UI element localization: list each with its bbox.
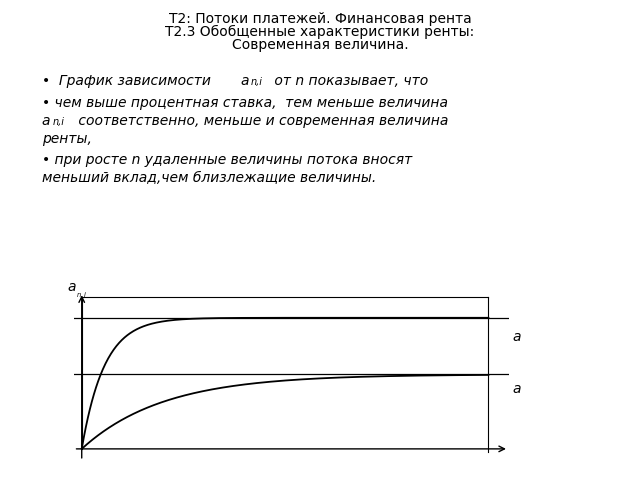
Text: $_{n,i}$: $_{n,i}$ [76,290,88,301]
Text: n,i: n,i [53,117,65,127]
Text: Современная величина.: Современная величина. [232,38,408,52]
Text: a: a [513,382,522,396]
Text: ренты,: ренты, [42,132,92,146]
Text: Т2.3 Обобщенные характеристики ренты:: Т2.3 Обобщенные характеристики ренты: [165,25,475,39]
Text: соответственно, меньше и современная величина: соответственно, меньше и современная вел… [74,114,448,128]
Text: n,i: n,i [251,77,263,87]
Text: • чем выше процентная ставка,  тем меньше величина: • чем выше процентная ставка, тем меньше… [42,96,447,110]
Text: Т2: Потоки платежей. Финансовая рента: Т2: Потоки платежей. Финансовая рента [168,12,472,26]
Text: $a$: $a$ [67,280,77,294]
Text: •  График зависимости: • График зависимости [42,74,215,88]
Text: a: a [42,114,50,128]
Text: меньший вклад,чем близлежащие величины.: меньший вклад,чем близлежащие величины. [42,171,376,185]
Text: a: a [513,330,522,344]
Text: a: a [240,74,248,88]
Text: • при росте n удаленные величины потока вносят: • при росте n удаленные величины потока … [42,153,412,167]
Text: от n показывает, что: от n показывает, что [270,74,428,88]
